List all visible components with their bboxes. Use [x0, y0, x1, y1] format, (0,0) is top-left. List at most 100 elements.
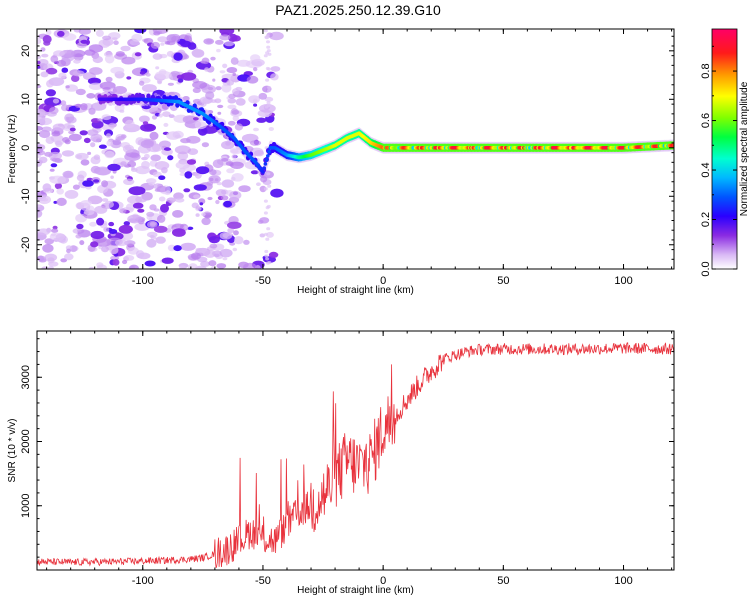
noise-blob [42, 183, 52, 192]
noise-blob [164, 41, 171, 45]
noise-blob [232, 72, 236, 76]
ridge-core [267, 150, 271, 154]
x-tick-label: -50 [255, 275, 271, 287]
noise-blob [180, 72, 197, 81]
y-tick-label: 2000 [20, 429, 32, 453]
noise-blob [79, 130, 88, 136]
noise-blob [120, 161, 127, 166]
noise-blob [112, 259, 120, 266]
snr-frame [36, 330, 675, 571]
noise-blob [138, 115, 150, 123]
noise-blob [41, 198, 49, 202]
noise-blob [46, 79, 54, 88]
noise-blob [221, 83, 232, 93]
noise-blob [174, 145, 191, 155]
noise-blob [172, 210, 184, 218]
noise-blob [265, 206, 270, 210]
noise-blob [88, 266, 95, 269]
noise-blob [210, 56, 216, 61]
noise-blob [37, 126, 43, 131]
noise-blob [230, 57, 239, 65]
noise-blob [97, 118, 103, 122]
noise-blob [64, 189, 79, 199]
noise-blob [87, 151, 92, 155]
ridge-core [263, 162, 268, 166]
noise-blob [37, 65, 41, 69]
noise-blob [263, 199, 268, 203]
noise-blob [184, 171, 193, 179]
noise-blob [227, 221, 242, 229]
noise-blob [49, 232, 66, 241]
noise-blob [123, 178, 135, 185]
noise-blob [115, 239, 128, 247]
noise-blob [115, 51, 125, 57]
noise-blob [206, 181, 214, 186]
x-tick-label: 50 [497, 575, 509, 587]
noise-blob [38, 117, 53, 126]
noise-blob [166, 131, 181, 140]
noise-blob [50, 55, 59, 63]
noise-blob [152, 29, 169, 35]
noise-blob [60, 100, 67, 106]
noise-blob [215, 199, 220, 205]
noise-blob [267, 67, 271, 71]
noise-blob [161, 257, 174, 264]
noise-blob [266, 227, 271, 231]
noise-blob [51, 131, 61, 137]
noise-blob [68, 130, 75, 135]
noise-blob [219, 29, 235, 36]
noise-blob [171, 35, 181, 43]
noise-blob [82, 180, 94, 187]
noise-blob [250, 54, 261, 62]
noise-blob [157, 214, 166, 223]
noise-blob [62, 33, 77, 41]
noise-blob [238, 185, 251, 193]
noise-blob [170, 70, 180, 77]
noise-blob [90, 241, 99, 248]
noise-blob [263, 54, 268, 58]
noise-blob [128, 186, 146, 196]
noise-blob [127, 160, 137, 168]
noise-blob [182, 115, 197, 124]
noise-blob [90, 102, 107, 111]
noise-blob [37, 84, 42, 89]
noise-blob [173, 245, 182, 252]
noise-blob [54, 182, 63, 190]
noise-blob [232, 247, 238, 252]
noise-blob [180, 242, 196, 251]
noise-blob [126, 76, 132, 80]
noise-blob [267, 86, 272, 90]
noise-blob [144, 153, 150, 159]
noise-blob [62, 137, 70, 143]
noise-blob [183, 188, 191, 193]
noise-blob [257, 219, 264, 224]
noise-blob [110, 175, 114, 179]
noise-blob [39, 129, 51, 139]
noise-blob [49, 175, 66, 184]
noise-blob [40, 71, 49, 78]
noise-blob [139, 80, 145, 86]
noise-blob [265, 257, 270, 261]
noise-blob [175, 161, 190, 170]
noise-blob [122, 259, 128, 265]
noise-blob [221, 140, 235, 150]
noise-blob [96, 217, 105, 226]
noise-blob [183, 225, 189, 230]
noise-blob [265, 114, 270, 118]
noise-blob [77, 229, 82, 233]
noise-blob [193, 194, 200, 199]
noise-blob [120, 45, 131, 52]
noise-blob [105, 76, 113, 83]
x-tick-label: 0 [380, 275, 386, 287]
noise-blob [61, 150, 75, 157]
noise-blob [56, 188, 64, 195]
noise-blob [253, 127, 259, 132]
noise-blob [102, 35, 112, 41]
noise-blob [230, 161, 244, 169]
noise-blob [232, 88, 240, 96]
noise-blob [216, 48, 221, 53]
noise-blob [104, 200, 114, 208]
noise-blob [101, 246, 109, 253]
noise-blob [90, 78, 99, 83]
noise-blob [215, 86, 222, 91]
